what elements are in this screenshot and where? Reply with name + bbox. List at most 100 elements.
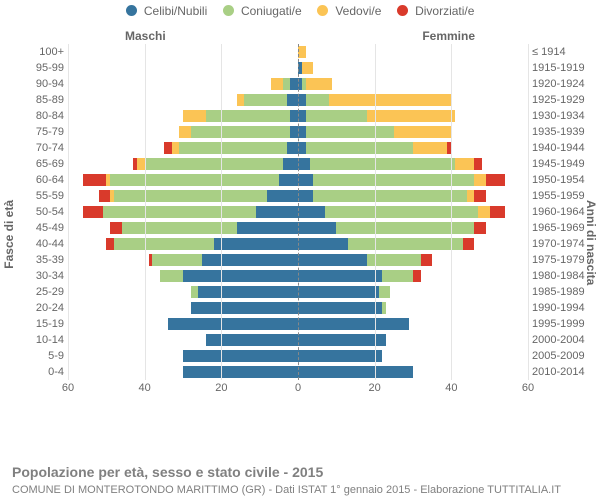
bar-segment-coniugati bbox=[191, 126, 291, 138]
x-tick: 40 bbox=[125, 382, 165, 394]
bar-segment-celibi bbox=[290, 78, 298, 90]
bar-segment-divorziati bbox=[421, 254, 433, 266]
year-label: 1920-1924 bbox=[532, 78, 598, 90]
bar-segment-celibi bbox=[298, 270, 382, 282]
year-label: 1940-1944 bbox=[532, 142, 598, 154]
bar-segment-divorziati bbox=[474, 158, 482, 170]
legend-swatch bbox=[317, 5, 328, 16]
legend-swatch bbox=[397, 5, 408, 16]
year-label: 1975-1979 bbox=[532, 254, 598, 266]
bar-segment-celibi bbox=[206, 334, 298, 346]
year-label: 1930-1934 bbox=[532, 110, 598, 122]
bar-segment-celibi bbox=[298, 238, 348, 250]
pyramid-row bbox=[68, 92, 298, 108]
year-label: 1915-1919 bbox=[532, 62, 598, 74]
age-label: 90-94 bbox=[4, 78, 64, 90]
bar-segment-vedovi bbox=[394, 126, 452, 138]
chart-area: 6040200204060 bbox=[68, 44, 528, 398]
pyramid-row bbox=[68, 364, 298, 380]
bar-segment-coniugati bbox=[382, 270, 413, 282]
bar-segment-celibi bbox=[298, 334, 386, 346]
bar-segment-celibi bbox=[298, 158, 310, 170]
pyramid-row bbox=[68, 220, 298, 236]
age-label: 80-84 bbox=[4, 110, 64, 122]
pyramid-row bbox=[298, 76, 528, 92]
bar-segment-divorziati bbox=[106, 238, 114, 250]
bar-segment-coniugati bbox=[206, 110, 290, 122]
year-label: 1980-1984 bbox=[532, 270, 598, 282]
bar-segment-vedovi bbox=[455, 158, 474, 170]
bar-segment-celibi bbox=[298, 190, 313, 202]
x-tick: 60 bbox=[48, 382, 88, 394]
pyramid-row bbox=[298, 284, 528, 300]
legend-label: Celibi/Nubili bbox=[144, 4, 207, 18]
age-label: 65-69 bbox=[4, 158, 64, 170]
bar-segment-coniugati bbox=[114, 190, 267, 202]
bar-segment-coniugati bbox=[283, 78, 291, 90]
bar-segment-celibi bbox=[298, 174, 313, 186]
bar-segment-vedovi bbox=[474, 174, 486, 186]
bar-segment-coniugati bbox=[325, 206, 478, 218]
bar-segment-vedovi bbox=[467, 190, 475, 202]
age-label: 95-99 bbox=[4, 62, 64, 74]
bar-segment-vedovi bbox=[367, 110, 455, 122]
bar-segment-vedovi bbox=[306, 78, 333, 90]
female-half bbox=[298, 44, 528, 380]
bar-segment-coniugati bbox=[306, 110, 367, 122]
bar-segment-coniugati bbox=[114, 238, 214, 250]
bar-segment-vedovi bbox=[478, 206, 490, 218]
bar-segment-celibi bbox=[168, 318, 298, 330]
bar-segment-coniugati bbox=[244, 94, 286, 106]
bar-segment-divorziati bbox=[474, 190, 486, 202]
year-label: 1950-1954 bbox=[532, 174, 598, 186]
pyramid-row bbox=[298, 108, 528, 124]
legend-label: Divorziati/e bbox=[415, 4, 474, 18]
bar-segment-coniugati bbox=[313, 190, 466, 202]
bar-segment-celibi bbox=[298, 254, 367, 266]
pyramid-row bbox=[298, 204, 528, 220]
pyramid-row bbox=[68, 140, 298, 156]
male-half bbox=[68, 44, 298, 380]
bar-segment-divorziati bbox=[99, 190, 111, 202]
bar-segment-divorziati bbox=[164, 142, 172, 154]
pyramid-row bbox=[68, 156, 298, 172]
bar-segment-vedovi bbox=[172, 142, 180, 154]
center-axis bbox=[298, 44, 299, 380]
pyramid-row bbox=[298, 172, 528, 188]
bar-segment-celibi bbox=[298, 126, 306, 138]
legend: Celibi/Nubili Coniugati/e Vedovi/e Divor… bbox=[0, 4, 600, 18]
year-label: 2010-2014 bbox=[532, 366, 598, 378]
age-label: 60-64 bbox=[4, 174, 64, 186]
legend-swatch bbox=[223, 5, 234, 16]
pyramid-row bbox=[298, 364, 528, 380]
bar-segment-vedovi bbox=[413, 142, 448, 154]
bar-segment-celibi bbox=[198, 286, 298, 298]
age-label: 25-29 bbox=[4, 286, 64, 298]
pyramid-row bbox=[68, 76, 298, 92]
pyramid-row bbox=[68, 124, 298, 140]
bar-segment-celibi bbox=[298, 206, 325, 218]
bar-segment-celibi bbox=[287, 94, 299, 106]
pyramid-row bbox=[68, 172, 298, 188]
pyramid-row bbox=[298, 220, 528, 236]
pyramid-row bbox=[68, 300, 298, 316]
chart-subtitle: COMUNE DI MONTEROTONDO MARITTIMO (GR) - … bbox=[12, 484, 561, 496]
bar-segment-divorziati bbox=[474, 222, 486, 234]
bar-segment-celibi bbox=[298, 366, 413, 378]
bar-segment-vedovi bbox=[271, 78, 283, 90]
x-tick: 40 bbox=[431, 382, 471, 394]
chart-title: Popolazione per età, sesso e stato civil… bbox=[12, 464, 323, 480]
bar-segment-coniugati bbox=[306, 94, 329, 106]
pyramid-row bbox=[68, 236, 298, 252]
pyramid-row bbox=[68, 284, 298, 300]
legend-label: Vedovi/e bbox=[335, 4, 381, 18]
pyramid-row bbox=[68, 252, 298, 268]
year-label: 1925-1929 bbox=[532, 94, 598, 106]
bar-segment-coniugati bbox=[110, 174, 279, 186]
pyramid-chart-container: Celibi/Nubili Coniugati/e Vedovi/e Divor… bbox=[0, 0, 600, 500]
bar-segment-celibi bbox=[298, 222, 336, 234]
legend-item-celibi: Celibi/Nubili bbox=[126, 4, 208, 18]
year-label: 1945-1949 bbox=[532, 158, 598, 170]
bar-segment-coniugati bbox=[336, 222, 474, 234]
age-label: 45-49 bbox=[4, 222, 64, 234]
